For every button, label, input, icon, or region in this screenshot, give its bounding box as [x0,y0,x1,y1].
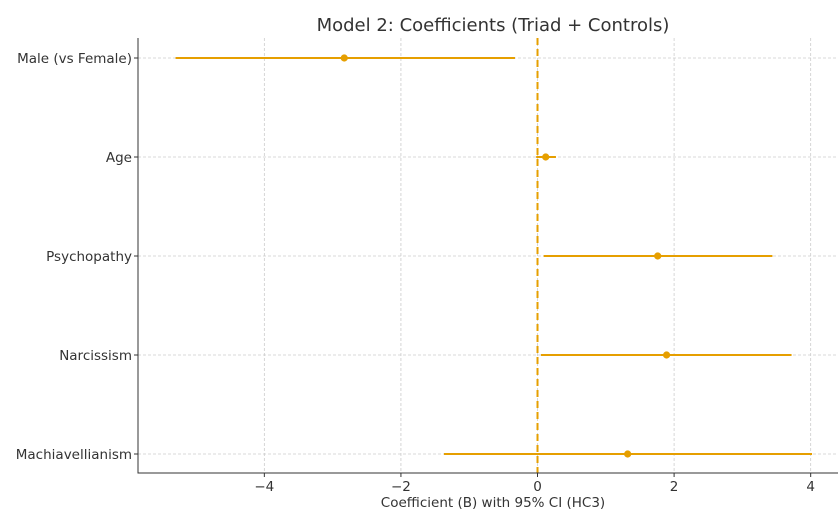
y-tick-label-0: Male (vs Female) [17,51,132,67]
y-tick-label-2: Psychopathy [46,249,132,265]
x-tick-label-2: 0 [533,479,542,495]
axes-layer: −4 −2 0 2 4 Male (vs Female) Age Psychopathy Nar… [16,38,838,495]
x-tick-label-3: 2 [670,479,679,495]
x-tick-label-4: 4 [806,479,815,495]
estimate-point-0 [340,54,348,62]
y-tick-label-1: Age [106,150,132,166]
estimate-point-4 [624,450,632,458]
estimate-point-3 [662,351,671,359]
x-tick-label-0: −4 [254,479,274,495]
y-tick-label-3: Narcissism [59,348,132,364]
axes-spines [137,38,838,474]
x-tick-label-1: −2 [391,479,411,495]
chart-title: Model 2: Coefficients (Triad + Controls) [317,15,670,36]
x-axis-label: Coefficient (B) with 95% CI (HC3) [381,495,605,509]
data-layer [175,38,813,473]
estimate-point-1 [542,153,550,161]
y-tick-label-4: Machiavellianism [16,447,132,463]
estimate-point-2 [654,252,662,260]
